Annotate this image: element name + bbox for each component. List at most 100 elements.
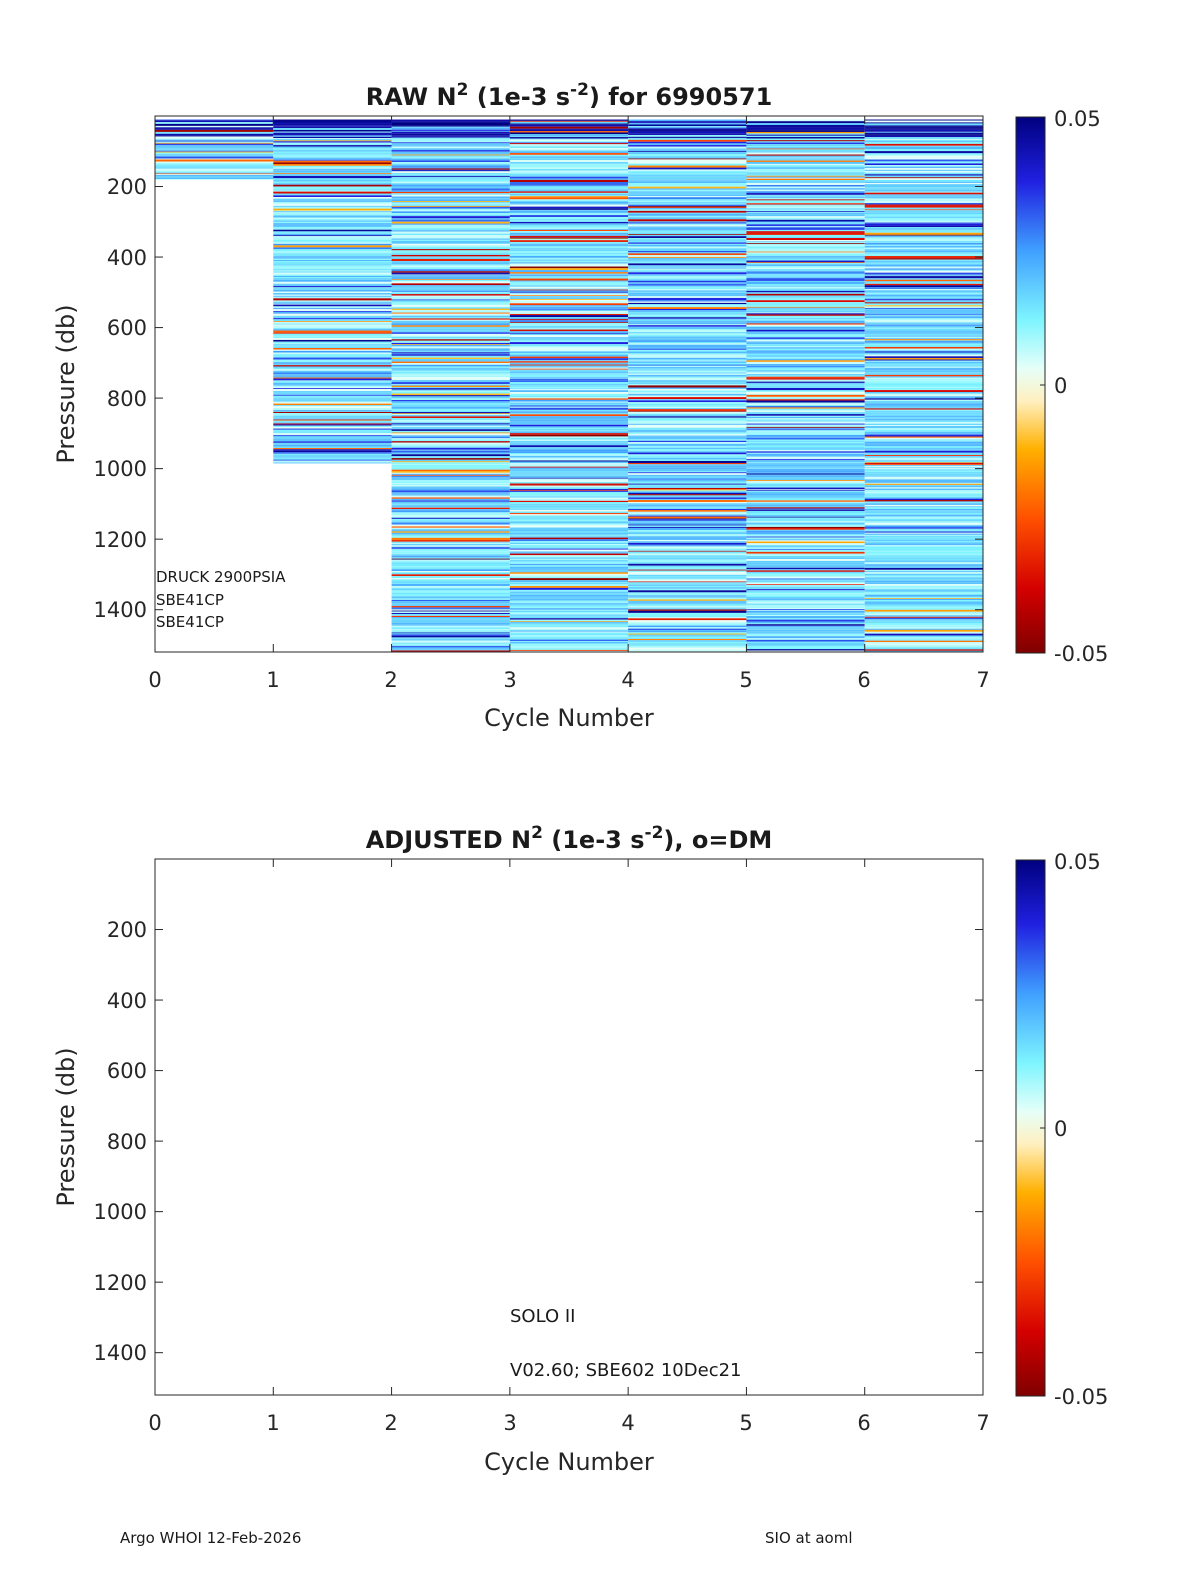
raw-cell [628,376,747,379]
raw-cell [509,519,629,521]
raw-cell [628,185,747,187]
raw-cell [864,153,983,154]
raw-cell [509,192,629,195]
raw-cell [391,582,510,584]
raw-cell [273,203,392,205]
raw-cell [273,312,392,314]
raw-cell [864,569,983,572]
raw-cell [864,376,983,378]
raw-cell [509,259,629,261]
raw-cell [509,544,629,545]
raw-cell [391,640,510,643]
raw-cell [628,219,747,222]
raw-cell [628,429,747,432]
raw-cell [391,384,510,386]
raw-cell [628,436,747,438]
raw-cell [746,161,865,164]
raw-cell [628,372,747,374]
raw-cell [628,133,747,135]
raw-xtick-0: 0 [148,668,161,692]
raw-cell [273,429,392,432]
raw-cell [628,126,747,128]
raw-cell [391,414,510,416]
raw-cell [509,188,629,190]
raw-cell [273,353,392,355]
raw-cell [746,606,865,609]
raw-cell [273,435,392,438]
raw-cell [864,249,983,251]
raw-cell [273,362,392,364]
raw-cell [509,291,629,293]
raw-cell [746,462,865,463]
raw-cell [273,158,392,160]
raw-cell [628,123,747,125]
raw-cell [746,138,865,141]
raw-cell [628,576,747,579]
raw-cell [628,229,747,231]
raw-cell [746,193,865,195]
raw-cell [273,241,392,244]
raw-cell [628,402,747,404]
raw-cell [628,579,747,582]
raw-cell [628,546,747,549]
raw-cell [864,628,983,630]
raw-cell [746,460,865,463]
raw-cell [746,135,865,138]
raw-cell [391,198,510,200]
raw-cell [391,566,510,568]
raw-cell [864,506,983,508]
raw-cell [628,290,747,292]
raw-cell [746,604,865,607]
raw-cell [864,389,983,391]
raw-cell [273,449,392,451]
raw-cell [509,422,629,425]
raw-cell [509,466,629,468]
raw-cell [509,298,629,300]
raw-cell [273,277,392,278]
raw-cell [509,509,629,512]
raw-cell [864,141,983,143]
raw-cell [509,342,629,345]
raw-cell [628,244,747,247]
raw-cell [746,289,865,292]
raw-tick-marks [154,116,984,652]
raw-cell [509,527,629,530]
raw-cell [273,332,392,334]
raw-cell [509,240,629,242]
raw-cell [273,394,392,396]
raw-cell [273,380,392,382]
raw-cell [746,243,865,246]
raw-cell [273,142,392,145]
raw-cell [864,429,983,432]
raw-cell [273,367,392,370]
raw-cell [628,596,747,598]
raw-annotation-sbe-2: SBE41CP [156,613,224,631]
raw-cell [509,119,629,121]
raw-cell [509,561,629,564]
raw-cell [746,195,865,198]
raw-cell [746,341,865,343]
raw-cell [864,361,983,364]
raw-cell [509,309,629,311]
raw-cell [509,420,629,422]
raw-cell [746,559,865,561]
raw-cell [628,151,747,153]
raw-cell [509,431,629,434]
raw-cell [746,477,865,479]
raw-cell [273,236,392,239]
raw-cell [391,424,510,426]
raw-cell [864,221,983,223]
raw-cell [509,430,629,432]
raw-cell [509,472,629,474]
raw-cell [273,155,392,158]
raw-cell [509,186,629,189]
raw-cell [391,315,510,318]
raw-cell [864,548,983,551]
raw-cell [509,610,629,613]
raw-cell [391,175,510,177]
raw-cell [628,131,747,134]
raw-cell [746,182,865,185]
raw-cell [864,195,983,198]
raw-cell [391,373,510,376]
raw-cell [391,475,510,478]
